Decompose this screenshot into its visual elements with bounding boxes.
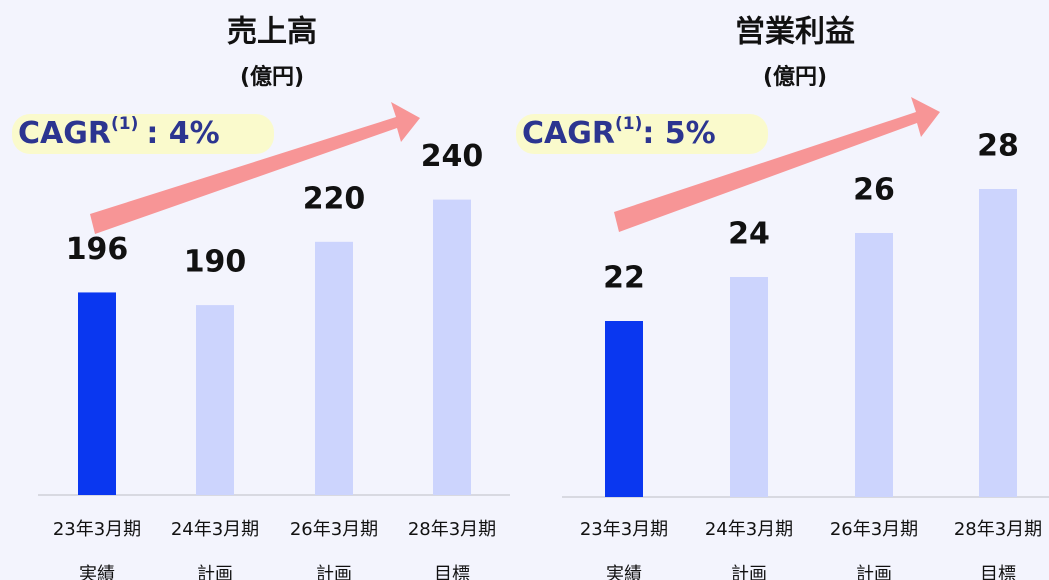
x-tick-label: 28年3月期 <box>954 519 1042 540</box>
x-tick-label: 28年3月期 <box>408 519 496 540</box>
bar <box>78 292 116 495</box>
bar <box>979 189 1017 497</box>
value-label: 196 <box>66 232 129 267</box>
chart-subtitle: (億円) <box>763 64 827 90</box>
highlight <box>12 114 274 154</box>
annotation-label: CAGR <box>522 116 615 151</box>
bar <box>196 305 234 495</box>
arrow <box>614 97 940 232</box>
annotation-note: (1) <box>111 114 138 134</box>
x-tick-label: 24年3月期 <box>705 519 793 540</box>
value-label: 26 <box>853 173 895 208</box>
x-tick-note: 目標 <box>434 564 470 580</box>
x-tick-label: 26年3月期 <box>830 519 918 540</box>
highlight <box>516 114 768 154</box>
x-tick-note: 計画 <box>197 564 233 580</box>
arrow <box>90 102 420 234</box>
chart-title: 営業利益 <box>735 15 855 50</box>
value-label: 220 <box>303 181 366 216</box>
x-tick-note: 目標 <box>980 564 1016 580</box>
value-label: 28 <box>977 129 1019 164</box>
bar <box>433 199 471 495</box>
x-tick-note: 計画 <box>731 564 767 580</box>
x-tick-label: 24年3月期 <box>171 519 259 540</box>
bar <box>730 277 768 497</box>
bar <box>605 321 643 497</box>
x-tick-note: 計画 <box>316 564 352 580</box>
annotation-value: : 5% <box>642 116 715 151</box>
chart-title: 売上高 <box>227 15 317 50</box>
value-label: 240 <box>421 139 484 174</box>
x-tick-label: 23年3月期 <box>580 519 668 540</box>
x-tick-label: 23年3月期 <box>53 519 141 540</box>
value-label: 22 <box>603 261 645 296</box>
annotation-label: CAGR <box>18 116 111 151</box>
annotation: CAGR(1): 5% <box>522 114 716 151</box>
chart-subtitle: (億円) <box>240 64 304 90</box>
x-tick-note: 計画 <box>856 564 892 580</box>
annotation-value: : 4% <box>146 116 219 151</box>
value-label: 190 <box>184 245 247 280</box>
value-label: 24 <box>728 217 770 252</box>
bar <box>315 241 353 495</box>
x-tick-note: 実績 <box>606 564 642 580</box>
annotation: CAGR(1) : 4% <box>18 114 220 151</box>
annotation-note: (1) <box>615 114 642 134</box>
x-tick-note: 実績 <box>79 564 115 580</box>
x-tick-label: 26年3月期 <box>290 519 378 540</box>
bar <box>855 233 893 497</box>
